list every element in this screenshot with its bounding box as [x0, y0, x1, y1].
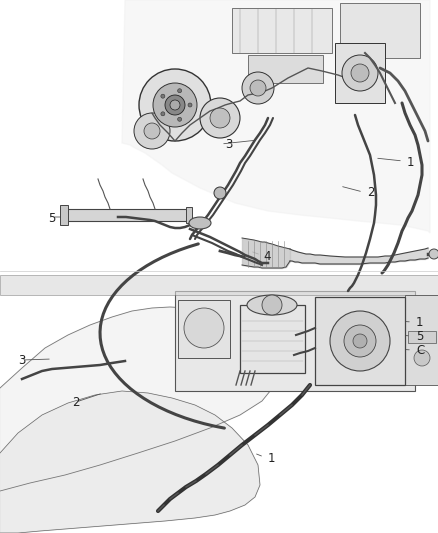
Circle shape	[188, 103, 192, 107]
Circle shape	[250, 80, 266, 96]
Polygon shape	[0, 307, 280, 491]
Text: 4: 4	[263, 249, 271, 262]
Circle shape	[210, 108, 230, 128]
Text: 1: 1	[268, 451, 276, 464]
Circle shape	[351, 64, 369, 82]
Circle shape	[139, 69, 211, 141]
Text: 3: 3	[18, 354, 25, 367]
Bar	[240, 305, 305, 373]
Text: 2: 2	[367, 187, 374, 199]
Bar	[186, 207, 192, 223]
Bar	[62, 209, 190, 221]
Bar	[0, 275, 438, 295]
Circle shape	[165, 95, 185, 115]
Bar	[408, 331, 436, 343]
Ellipse shape	[247, 295, 297, 315]
Text: 5: 5	[48, 212, 55, 224]
Bar	[340, 3, 420, 58]
Polygon shape	[0, 391, 260, 533]
Circle shape	[344, 325, 376, 357]
Circle shape	[161, 112, 165, 116]
Circle shape	[414, 350, 430, 366]
Bar	[232, 8, 332, 53]
Circle shape	[200, 98, 240, 138]
Bar	[248, 55, 323, 83]
Text: 1: 1	[416, 317, 424, 329]
Text: 5: 5	[416, 330, 424, 343]
Bar	[0, 0, 438, 271]
Circle shape	[134, 113, 170, 149]
Bar	[0, 271, 438, 533]
Circle shape	[214, 187, 226, 199]
Bar	[335, 43, 385, 103]
Circle shape	[184, 308, 224, 348]
Polygon shape	[122, 0, 430, 233]
Bar	[405, 295, 438, 385]
Circle shape	[144, 123, 160, 139]
Circle shape	[153, 83, 197, 127]
Bar	[178, 300, 230, 358]
Circle shape	[242, 72, 274, 104]
Circle shape	[342, 55, 378, 91]
Circle shape	[353, 334, 367, 348]
Circle shape	[161, 94, 165, 98]
Text: 1: 1	[407, 157, 414, 169]
Ellipse shape	[189, 217, 211, 229]
Circle shape	[178, 117, 182, 122]
Bar	[175, 291, 415, 391]
Bar	[315, 297, 405, 385]
Circle shape	[178, 88, 182, 93]
Text: 3: 3	[225, 139, 233, 151]
Circle shape	[262, 295, 282, 315]
Text: C: C	[416, 344, 424, 358]
Bar	[60, 205, 68, 225]
Text: 2: 2	[72, 397, 80, 409]
Circle shape	[330, 311, 390, 371]
Circle shape	[429, 249, 438, 259]
Circle shape	[170, 100, 180, 110]
